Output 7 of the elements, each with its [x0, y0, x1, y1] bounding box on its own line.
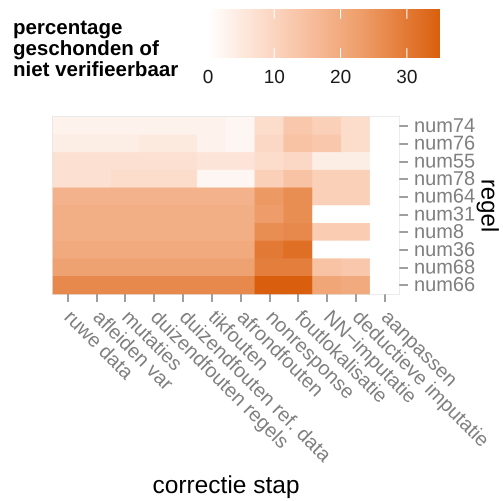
color-bar-title: percentage geschonden of niet verifieerbaar — [13, 16, 178, 81]
color-bar-label: 30 — [396, 67, 418, 88]
color-bar-label: 20 — [330, 67, 352, 88]
y-axis-title: regel — [476, 178, 502, 232]
color-bar-label: 0 — [202, 67, 214, 88]
x-axis-title: correctie stap — [152, 472, 300, 499]
color-bar-label: 10 — [264, 67, 285, 88]
